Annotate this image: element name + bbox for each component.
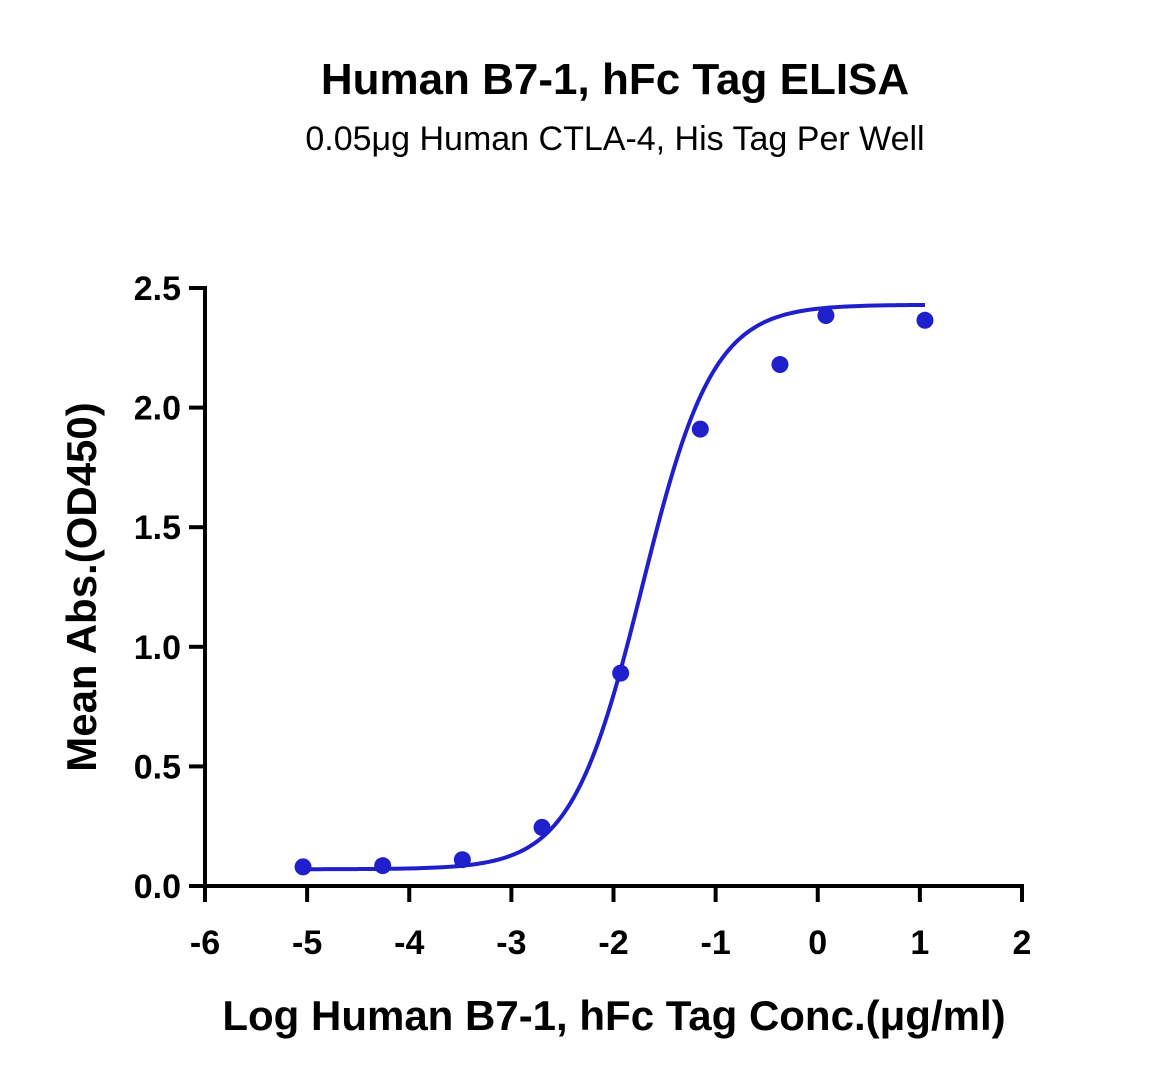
y-tick-label: 2.5 [134,270,181,308]
chart-title: Human B7-1, hFc Tag ELISA [321,55,909,104]
data-point [817,307,835,325]
x-tick-label: 1 [910,924,929,962]
y-tick-label: 1.0 [134,629,181,667]
x-tick-label: -2 [598,924,628,962]
x-tick-label: -6 [190,924,220,962]
x-tick-label: 2 [1013,924,1032,962]
data-point [294,858,312,876]
x-axis-label: Log Human B7-1, hFc Tag Conc.(μg/ml) [222,992,1005,1039]
data-point [453,851,471,869]
x-axis-ticks: -6 -5 -4 -3 -2 -1 0 1 2 [190,886,1032,962]
data-points [294,307,934,876]
y-tick-label: 2.0 [134,390,181,428]
data-point [916,311,934,329]
y-tick-label: 0.0 [134,868,181,906]
y-axis-label: Mean Abs.(OD450) [58,402,105,772]
y-axis-ticks: 0.0 0.5 1.0 1.5 2.0 2.5 [134,270,205,906]
data-point [374,857,392,875]
x-tick-label: 0 [808,924,827,962]
x-tick-label: -1 [701,924,731,962]
data-point [691,420,709,438]
x-tick-label: -5 [292,924,322,962]
y-tick-label: 0.5 [134,748,181,786]
y-tick-label: 1.5 [134,509,181,547]
data-point [612,664,630,682]
fit-curve [303,302,925,872]
chart-subtitle: 0.05μg Human CTLA-4, His Tag Per Well [305,120,924,158]
x-tick-label: -3 [496,924,526,962]
data-point [771,356,789,374]
x-tick-label: -4 [394,924,424,962]
data-point [533,818,551,836]
